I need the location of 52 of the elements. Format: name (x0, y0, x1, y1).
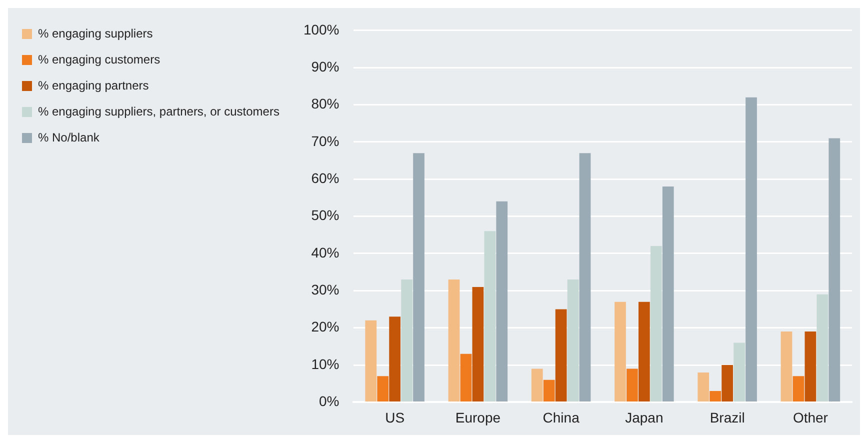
bar (472, 286, 484, 402)
bar (792, 376, 804, 402)
y-tick-label: 90% (311, 58, 340, 74)
bar (746, 97, 757, 402)
bar (531, 368, 543, 402)
x-tick-label: US (385, 409, 405, 426)
y-tick-label: 30% (311, 282, 340, 298)
bar (543, 380, 555, 402)
bar (698, 372, 710, 402)
bar (626, 368, 638, 402)
bar (780, 332, 792, 402)
y-tick-label: 50% (311, 207, 340, 224)
bar (496, 201, 508, 402)
bar (460, 354, 472, 402)
legend-label: % engaging suppliers, partners, or customers (38, 104, 280, 118)
x-tick-label: Other (792, 409, 828, 426)
bar (389, 316, 401, 402)
bar (828, 138, 840, 402)
legend-label: % engaging suppliers (38, 26, 153, 40)
legend-label: % engaging partners (38, 78, 149, 92)
bar (734, 342, 745, 402)
bar (484, 231, 496, 402)
bar (365, 320, 377, 402)
legend-label: % No/blank (38, 130, 100, 144)
bar (401, 280, 412, 402)
bar (722, 365, 733, 402)
bar (555, 309, 567, 402)
bar (638, 302, 650, 402)
bar (377, 376, 389, 402)
y-tick-label: 60% (311, 170, 340, 186)
bar (413, 153, 424, 402)
bar (650, 246, 662, 402)
x-tick-label: China (542, 409, 580, 426)
y-tick-label: 0% (319, 393, 340, 410)
bar (662, 186, 674, 402)
bar (567, 280, 579, 402)
x-tick-label: Europe (455, 409, 501, 426)
y-tick-label: 100% (303, 21, 340, 38)
y-tick-label: 20% (311, 318, 340, 335)
bar (816, 294, 828, 402)
x-tick-label: Brazil (710, 409, 745, 426)
bar (614, 302, 626, 402)
y-tick-label: 40% (311, 244, 340, 260)
bar (448, 280, 460, 402)
y-tick-label: 70% (311, 132, 340, 149)
bar (804, 332, 816, 402)
bar (710, 391, 722, 402)
x-tick-label: Japan (625, 409, 664, 426)
y-tick-label: 80% (311, 96, 340, 112)
legend-label: % engaging customers (38, 52, 160, 66)
y-tick-label: 10% (311, 356, 340, 372)
bar (579, 153, 591, 402)
